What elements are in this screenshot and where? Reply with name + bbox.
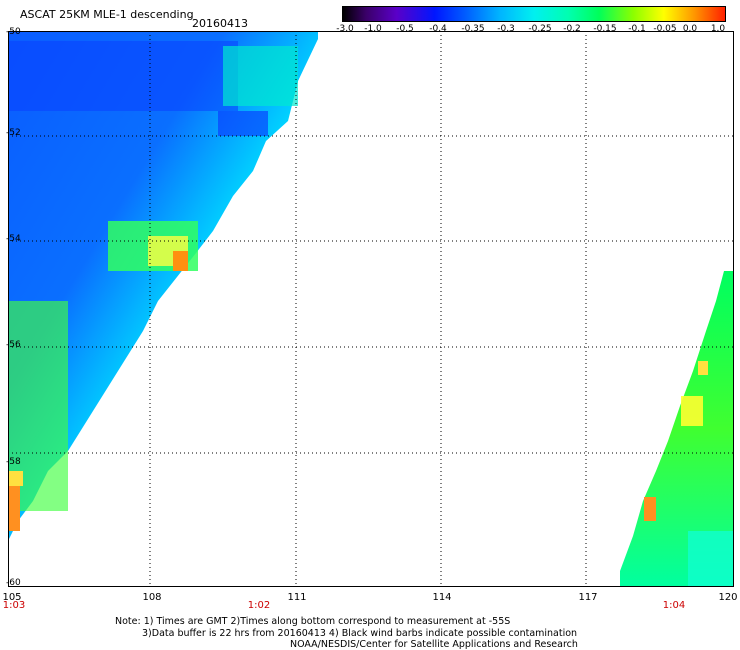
colorbar-label: -0.15 xyxy=(593,24,617,34)
lon-label: 111 xyxy=(287,592,307,603)
note-line-2: 3)Data buffer is 22 hrs from 20160413 4)… xyxy=(142,628,578,639)
time-label: 1:04 xyxy=(662,600,686,611)
lat-label: -50 xyxy=(6,27,21,37)
lat-label: -60 xyxy=(6,578,21,588)
lon-label: 114 xyxy=(432,592,452,603)
lon-label: 108 xyxy=(142,592,162,603)
lon-label: 105 xyxy=(2,592,22,603)
colorbar-label: -0.5 xyxy=(396,24,414,34)
colorbar-label: -1.0 xyxy=(364,24,382,34)
chart-date: 20160413 xyxy=(192,17,248,30)
time-label: 1:02 xyxy=(247,600,271,611)
lat-label: -52 xyxy=(6,128,21,138)
note-line-1: Note: 1) Times are GMT 2)Times along bot… xyxy=(115,616,511,627)
colorbar-label: 0.0 xyxy=(682,24,698,34)
colorbar-label: 1.0 xyxy=(710,24,726,34)
colorbar-label: -0.05 xyxy=(653,24,677,34)
left-swath xyxy=(8,31,318,541)
colorbar-label: -0.2 xyxy=(563,24,581,34)
right-swath xyxy=(620,271,734,587)
colorbar-label: -0.4 xyxy=(429,24,447,34)
graticule xyxy=(8,31,734,587)
colorbar-label: -0.25 xyxy=(528,24,552,34)
map-frame xyxy=(8,31,734,587)
time-label: 1:03 xyxy=(2,600,26,611)
chart-title: ASCAT 25KM MLE-1 descending xyxy=(20,8,194,21)
lon-label: 120 xyxy=(718,592,738,603)
lat-label: -54 xyxy=(6,234,21,244)
lon-label: 117 xyxy=(578,592,598,603)
colorbar-label: -0.3 xyxy=(497,24,515,34)
colorbar-label: -0.1 xyxy=(628,24,646,34)
lat-label: -58 xyxy=(6,457,21,467)
wind-map xyxy=(8,31,734,587)
colorbar-label: -0.35 xyxy=(461,24,485,34)
credit-line: NOAA/NESDIS/Center for Satellite Applica… xyxy=(290,639,578,650)
color-scale-bar xyxy=(342,6,726,22)
lat-label: -56 xyxy=(6,340,21,350)
colorbar-label: -3.0 xyxy=(336,24,354,34)
